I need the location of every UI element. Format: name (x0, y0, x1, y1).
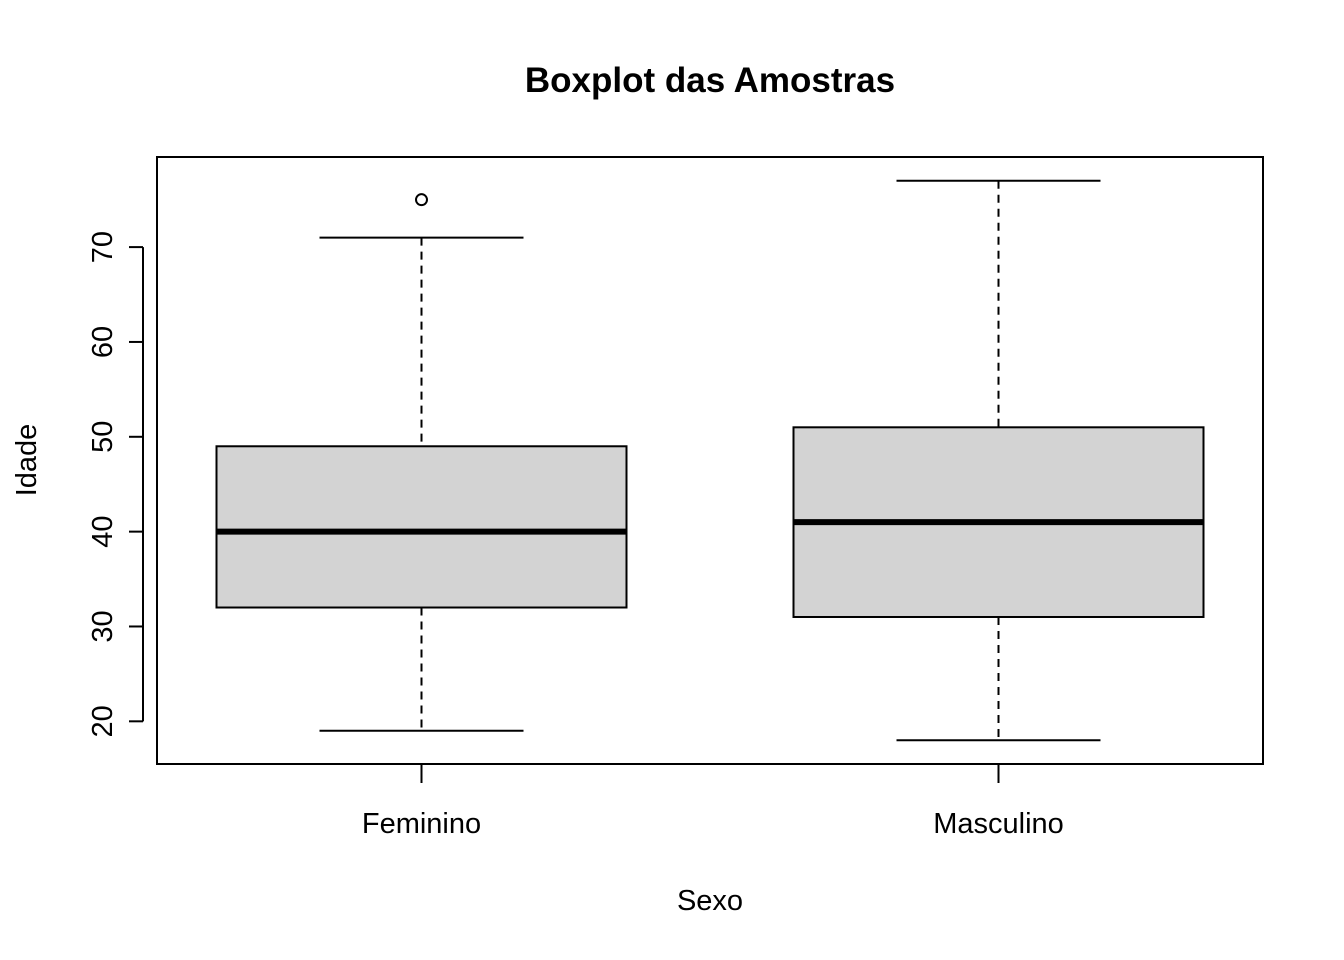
x-tick-label: Feminino (362, 808, 481, 840)
x-tick-label: Masculino (933, 808, 1064, 840)
y-tick-label: 20 (87, 705, 119, 737)
outlier-point-feminino (415, 193, 428, 207)
box-feminino (215, 445, 628, 609)
y-tick-label: 70 (87, 231, 119, 263)
x-axis: Feminino Masculino (362, 764, 1064, 840)
y-tick-label: 60 (87, 326, 119, 358)
y-axis-label: Idade (11, 424, 43, 497)
boxes-group (215, 179, 1205, 742)
y-tick-label: 40 (87, 516, 119, 548)
plot-frame (156, 156, 1264, 765)
y-axis: 20 30 40 50 60 70 (87, 231, 144, 737)
chart-title: Boxplot das Amostras (525, 61, 895, 100)
y-tick-label: 50 (87, 421, 119, 453)
y-tick-label: 30 (87, 610, 119, 642)
x-axis-label: Sexo (677, 885, 743, 917)
